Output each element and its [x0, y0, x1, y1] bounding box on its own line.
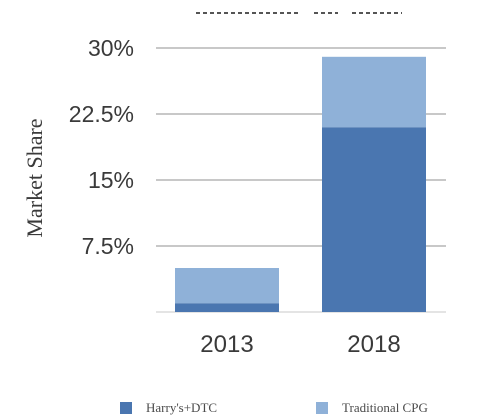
bars	[175, 56, 426, 312]
legend-swatch	[316, 402, 328, 414]
y-tick-label: 30%	[88, 35, 134, 61]
x-tick-label: 2013	[200, 331, 253, 358]
y-tick-labels: 7.5% 15% 22.5% 30%	[69, 35, 134, 259]
x-tick-label: 2018	[347, 331, 400, 358]
legend: Harry's+DTC Traditional CPG	[120, 400, 428, 415]
y-axis-title: Market Share	[22, 118, 47, 237]
x-tick-labels: 2013 2018	[200, 331, 400, 358]
legend-label: Harry's+DTC	[146, 400, 217, 415]
bar-2018-harrys-dtc	[322, 127, 426, 312]
y-tick-label: 15%	[88, 167, 134, 193]
bar-2013-traditional-cpg	[175, 268, 279, 304]
bar-2018-traditional-cpg	[322, 56, 426, 128]
legend-label: Traditional CPG	[342, 400, 428, 415]
y-tick-label: 7.5%	[82, 233, 134, 259]
bar-2013-harrys-dtc	[175, 303, 279, 312]
legend-swatch	[120, 402, 132, 414]
y-tick-label: 22.5%	[69, 101, 134, 127]
